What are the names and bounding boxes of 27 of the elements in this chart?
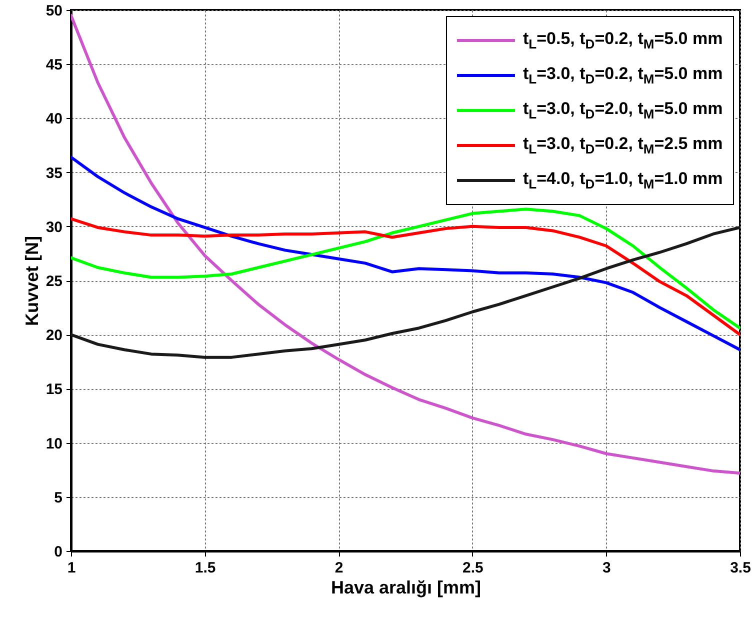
y-tick-label: 10 xyxy=(46,435,62,452)
legend-label: t$_{L}$=3.0, t$_{D}$=0.2, t$_{M}$=5.0 mm xyxy=(523,64,723,87)
x-tick-label: 3 xyxy=(602,560,611,576)
y-tick-label: 25 xyxy=(46,273,62,290)
line-series xyxy=(71,156,740,352)
y-tick-label: 0 xyxy=(54,544,62,560)
x-tick-label: 2.5 xyxy=(462,560,484,576)
y-tick-label: 5 xyxy=(54,489,62,506)
legend-label: t$_{L}$=3.0, t$_{D}$=0.2, t$_{M}$=2.5 mm xyxy=(523,134,723,157)
y-tick-label: 35 xyxy=(46,164,62,182)
y-tick-label: 40 xyxy=(46,110,62,128)
y-tick-label: 20 xyxy=(46,327,62,344)
y-tick-label: 30 xyxy=(46,218,62,236)
line-series xyxy=(71,226,740,359)
legend-label: t$_{L}$=4.0, t$_{D}$=1.0, t$_{M}$=1.0 mm xyxy=(523,169,723,192)
y-tick-label: 15 xyxy=(46,381,62,398)
legend-label: t$_{L}$=0.5, t$_{D}$=0.2, t$_{M}$=5.0 mm xyxy=(523,29,723,52)
x-tick-label: 1.5 xyxy=(194,560,216,576)
line-series xyxy=(71,14,740,475)
x-axis-title: Hava aralığı [mm] xyxy=(330,578,482,598)
x-tick-label: 3.5 xyxy=(730,560,751,576)
x-tick-label: 1 xyxy=(67,560,76,576)
y-tick-label: 50 xyxy=(46,2,62,20)
y-axis-title: Kuvvet [N] xyxy=(22,236,42,326)
legend-label: t$_{L}$=3.0, t$_{D}$=2.0, t$_{M}$=5.0 mm xyxy=(523,99,723,122)
x-tick-label: 2 xyxy=(334,560,344,576)
y-tick-label: 45 xyxy=(46,56,62,74)
